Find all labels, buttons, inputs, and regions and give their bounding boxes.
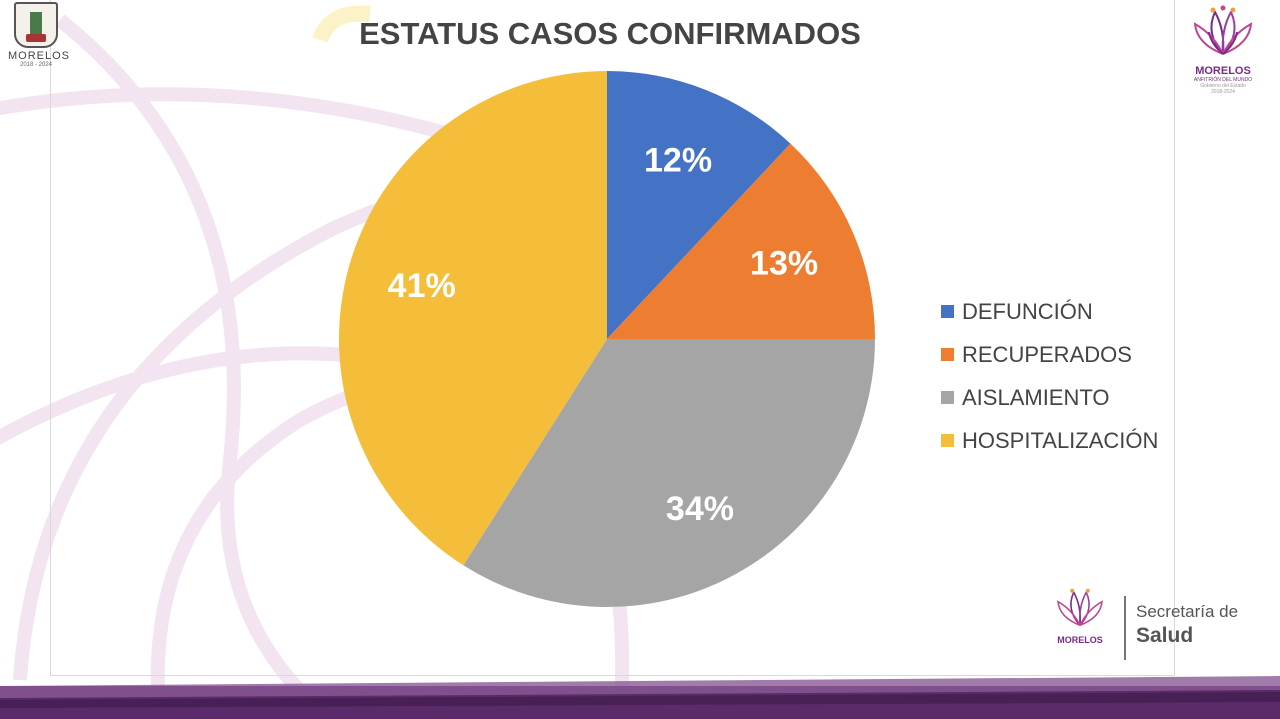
legend-swatch bbox=[941, 348, 954, 361]
mini-brand-name: MORELOS bbox=[1057, 635, 1103, 645]
brand-tagline: ANFITRIÓN DEL MUNDO bbox=[1193, 77, 1253, 83]
legend-label: HOSPITALIZACIÓN bbox=[962, 427, 1159, 453]
brand-years: 2018-2024 bbox=[1211, 89, 1235, 95]
brand-name: MORELOS bbox=[1195, 65, 1251, 77]
legend-swatch bbox=[941, 305, 954, 318]
legend-label: DEFUNCIÓN bbox=[962, 298, 1093, 324]
state-logo: MORELOS 2018 - 2024 bbox=[8, 2, 71, 68]
legend-item-defuncion: DEFUNCIÓN bbox=[941, 290, 1158, 333]
mini-morelos-logo: MORELOS bbox=[1048, 586, 1112, 645]
secretaria-salud-logo: MORELOS Secretaría de Salud bbox=[1048, 586, 1268, 666]
slice-data-label: 41% bbox=[388, 267, 456, 305]
state-logo-years: 2018 - 2024 bbox=[19, 62, 53, 68]
pie-slice-3 bbox=[338, 71, 607, 566]
slice-data-label: 34% bbox=[666, 490, 734, 528]
legend-item-hospitalizacion: HOSPITALIZACIÓN bbox=[941, 419, 1158, 462]
pie-slice-2 bbox=[463, 339, 875, 607]
coat-of-arms-icon bbox=[14, 2, 58, 48]
flower-icon bbox=[1193, 5, 1253, 55]
legend-item-recuperados: RECUPERADOS bbox=[941, 333, 1158, 376]
brand-gov: Gobierno del Estado bbox=[1200, 83, 1246, 89]
pie-slice-1 bbox=[607, 143, 875, 339]
footer-band bbox=[0, 676, 1280, 719]
slide-frame bbox=[50, 0, 1175, 676]
pie-slice-0 bbox=[607, 71, 791, 339]
slice-data-label: 13% bbox=[750, 244, 818, 282]
logo-divider bbox=[1124, 596, 1126, 660]
state-logo-name: MORELOS bbox=[8, 50, 71, 62]
morelos-brand-logo: MORELOS ANFITRIÓN DEL MUNDO Gobierno del… bbox=[1182, 4, 1264, 95]
department-line2: Salud bbox=[1136, 624, 1194, 647]
legend-item-aislamiento: AISLAMIENTO bbox=[941, 376, 1158, 419]
legend-label: RECUPERADOS bbox=[962, 341, 1132, 367]
department-line1: Secretaría de bbox=[1136, 602, 1239, 621]
slice-data-label: 12% bbox=[644, 142, 712, 180]
legend-label: AISLAMIENTO bbox=[962, 384, 1110, 410]
chart-title: ESTATUS CASOS CONFIRMADOS bbox=[359, 16, 861, 51]
legend-swatch bbox=[941, 434, 954, 447]
legend-swatch bbox=[941, 391, 954, 404]
flower-icon bbox=[1057, 588, 1103, 627]
chart-legend: DEFUNCIÓN RECUPERADOS AISLAMIENTO HOSPIT… bbox=[941, 290, 1158, 462]
